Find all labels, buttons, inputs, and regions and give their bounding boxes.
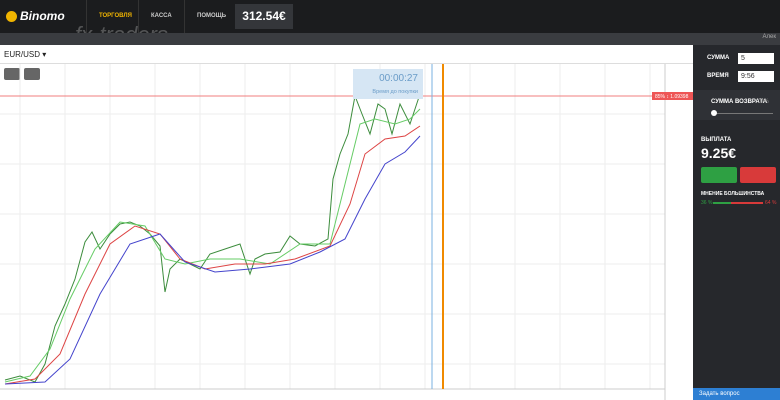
chart: 00:00:27 Время до покупки 85% ↕ 1.09398 [0,64,693,400]
balance[interactable]: 312.54€ [235,4,293,29]
opinion-up-bar [713,202,731,204]
top-bar: Binomo ТОРГОВЛЯ КАССА ПОМОЩЬ 312.54€ fx-… [0,0,780,47]
amount-label: СУММА [707,55,730,61]
grid [0,64,665,389]
opinion-bar [713,202,763,204]
trade-panel: СУММА 5 ВРЕМЯ 9:56 СУММА ВОЗВРАТА 0% ВЫП… [693,45,780,400]
timer-label: Время до покупки [372,89,418,95]
tool-button[interactable] [24,68,40,80]
price-marker-box [652,92,693,100]
ma-slow [4,135,421,385]
nav-item[interactable]: ТОРГОВЛЯ [86,0,144,33]
down-button[interactable] [740,167,776,183]
payout: 9.25€ [701,145,737,161]
help-button[interactable]: Задать вопрос [693,388,780,400]
price-marker: 85% ↕ 1.09398 [655,94,689,100]
timer: 00:00:27 [379,73,418,84]
slider-knob[interactable] [711,110,717,116]
nav-item[interactable]: ПОМОЩЬ [184,0,238,33]
up-button[interactable] [701,167,737,183]
return-value: 0% [760,99,769,105]
timer-box [353,69,423,99]
return-box [693,90,780,120]
logo-icon [6,11,17,22]
sub-bar: Алек [0,33,780,45]
ma-mid [4,125,421,385]
slider[interactable] [713,113,773,114]
user-name[interactable]: Алек [762,34,776,40]
time-select[interactable]: 9:56 [738,71,774,82]
amount-select[interactable]: 5 [738,53,774,64]
payout-label: ВЫПЛАТА [701,137,732,143]
nav-item[interactable]: КАССА [138,0,184,33]
price-candles [4,93,421,383]
time-label: ВРЕМЯ [707,73,729,79]
opinion-up: 36 % [701,200,713,206]
opinion-label: МНЕНИЕ БОЛЬШИНСТВА [701,191,765,197]
logo: Binomo [20,9,65,23]
ma-fast [4,108,421,383]
asset-select[interactable]: EUR/USD ▾ [4,50,47,59]
tool-button[interactable] [4,68,20,80]
return-label: СУММА ВОЗВРАТА [711,99,768,105]
divider [0,63,693,64]
opinion-down: 64 % [765,200,777,206]
asset[interactable]: EUR/USD [4,50,41,59]
